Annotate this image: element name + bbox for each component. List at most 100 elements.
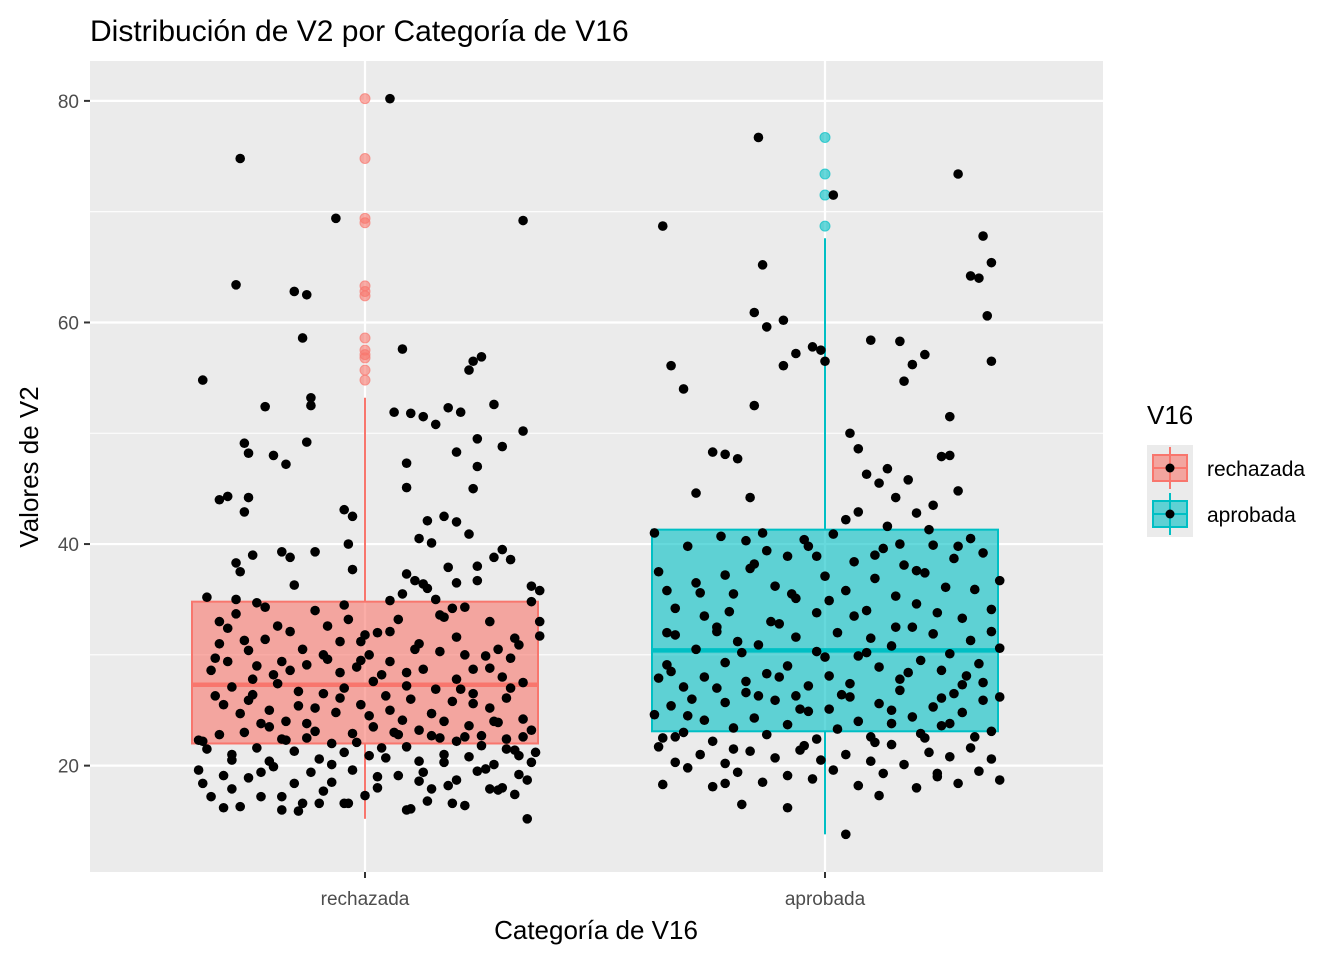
- data-point: [297, 333, 308, 343]
- data-point: [410, 575, 420, 586]
- data-point: [264, 722, 275, 732]
- data-point: [439, 749, 449, 760]
- data-point: [206, 791, 216, 802]
- data-point: [861, 647, 872, 658]
- data-point: [737, 647, 747, 658]
- data-point: [691, 488, 701, 498]
- data-point: [986, 604, 997, 615]
- data-point: [945, 450, 955, 461]
- data-point: [724, 606, 735, 617]
- data-point: [256, 718, 266, 729]
- data-point: [285, 552, 295, 563]
- data-point: [791, 632, 801, 642]
- data-point: [247, 550, 258, 560]
- data-point: [501, 693, 512, 703]
- data-point: [836, 689, 847, 700]
- data-point: [915, 655, 926, 666]
- plot-panel: [90, 61, 1103, 872]
- data-point: [518, 714, 528, 724]
- data-point: [828, 190, 839, 200]
- outlier-point: [359, 290, 371, 302]
- data-point: [920, 733, 930, 743]
- legend-title: V16: [1147, 400, 1193, 430]
- data-point: [965, 635, 976, 646]
- data-point: [247, 674, 258, 685]
- data-point: [501, 744, 512, 754]
- data-point: [468, 698, 478, 709]
- data-point: [928, 500, 938, 511]
- data-point: [480, 764, 491, 774]
- data-point: [347, 511, 358, 522]
- data-point: [297, 644, 308, 655]
- data-point: [791, 691, 801, 701]
- data-point: [974, 658, 984, 669]
- data-point: [928, 540, 938, 550]
- data-point: [932, 768, 943, 779]
- data-point: [666, 666, 676, 677]
- data-point: [791, 348, 801, 359]
- data-point: [381, 753, 391, 763]
- data-point: [534, 631, 545, 641]
- data-point: [505, 683, 516, 693]
- data-point: [227, 784, 237, 794]
- data-point: [306, 400, 316, 411]
- data-point: [385, 656, 395, 667]
- data-point: [460, 602, 470, 613]
- data-point: [994, 692, 1005, 702]
- data-point: [816, 345, 826, 355]
- data-point: [720, 449, 730, 460]
- data-point: [745, 492, 755, 503]
- y-tick-label: 80: [58, 92, 79, 113]
- data-point: [522, 775, 533, 785]
- data-point: [335, 636, 345, 647]
- data-point: [393, 770, 404, 781]
- data-point: [874, 790, 884, 801]
- data-point: [878, 768, 889, 779]
- data-point: [518, 677, 528, 688]
- data-point: [865, 756, 876, 767]
- data-point: [849, 611, 859, 621]
- data-point: [214, 616, 225, 627]
- x-tick-label: aprobada: [785, 889, 866, 910]
- data-point: [670, 630, 681, 640]
- outlier-point: [819, 189, 831, 201]
- data-point: [401, 482, 412, 493]
- data-point: [853, 507, 864, 517]
- data-point: [828, 765, 839, 775]
- data-point: [670, 603, 681, 614]
- data-point: [757, 777, 768, 788]
- data-point: [720, 657, 730, 668]
- data-point: [770, 753, 780, 763]
- data-point: [803, 681, 814, 691]
- data-point: [786, 589, 797, 599]
- data-point: [268, 450, 279, 461]
- data-point: [940, 582, 951, 593]
- data-point: [222, 623, 233, 634]
- data-point: [443, 562, 454, 573]
- data-point: [753, 691, 764, 701]
- data-point: [301, 289, 312, 300]
- data-point: [853, 716, 864, 727]
- data-point: [945, 411, 955, 422]
- data-point: [426, 538, 437, 548]
- data-point: [418, 664, 429, 675]
- data-point: [828, 529, 839, 539]
- data-point: [451, 578, 462, 588]
- data-point: [326, 738, 337, 749]
- data-point: [874, 478, 884, 488]
- data-point: [505, 554, 516, 565]
- data-point: [816, 755, 826, 765]
- data-point: [820, 356, 830, 367]
- data-point: [430, 684, 441, 694]
- data-point: [339, 504, 350, 515]
- data-point: [845, 678, 855, 689]
- data-point: [385, 626, 395, 637]
- data-point: [397, 715, 408, 726]
- data-point: [509, 633, 520, 644]
- data-point: [451, 447, 462, 457]
- data-point: [682, 541, 693, 552]
- data-point: [920, 568, 930, 578]
- y-tick-label: 60: [58, 313, 79, 334]
- data-point: [426, 708, 437, 719]
- data-point: [472, 561, 483, 572]
